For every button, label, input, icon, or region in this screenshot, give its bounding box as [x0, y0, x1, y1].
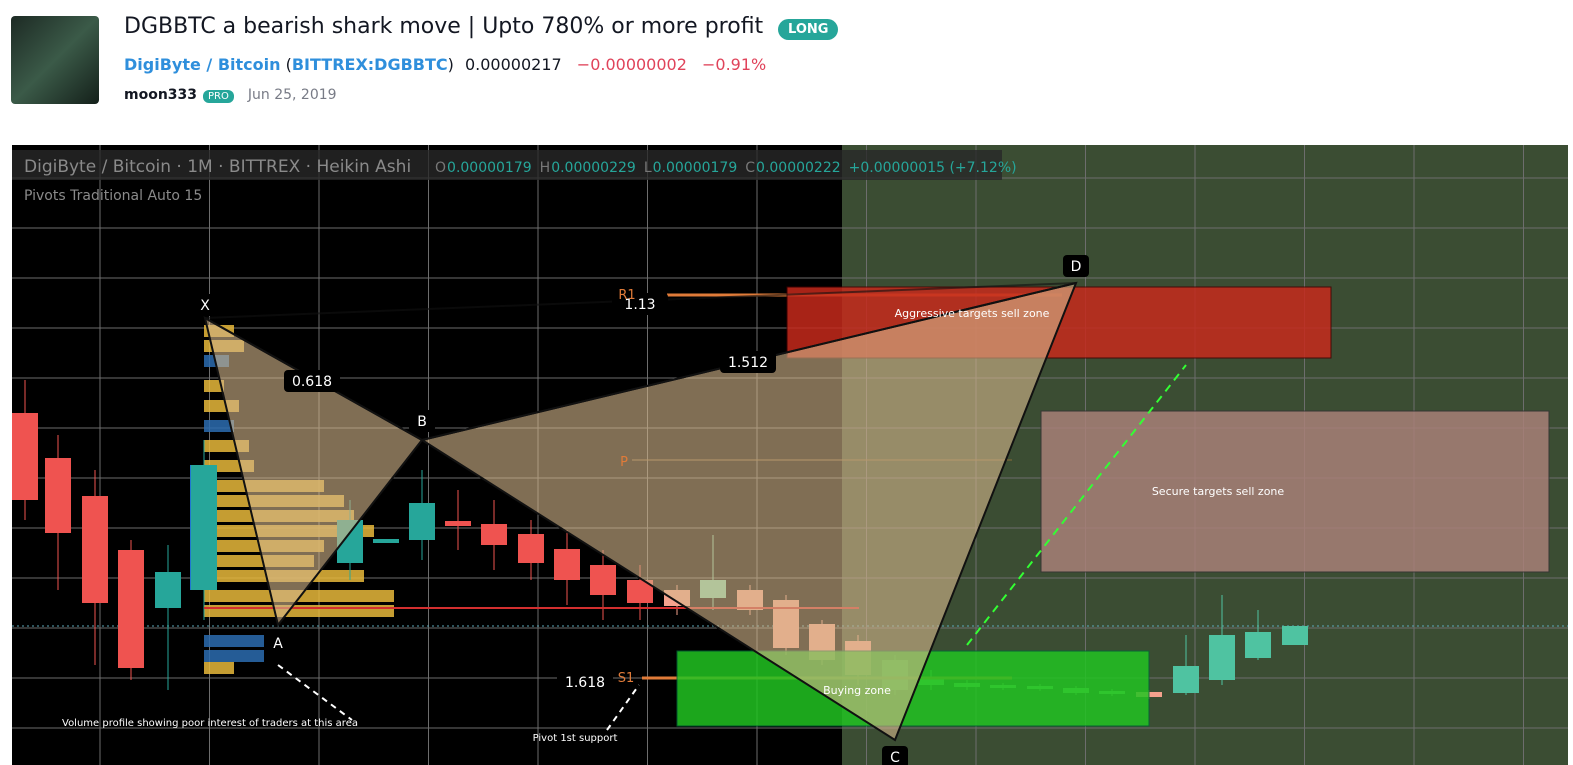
- candle-body: [118, 550, 144, 668]
- candle-body: [373, 539, 399, 543]
- point-label-box: [192, 294, 218, 316]
- point-label: A: [273, 636, 283, 652]
- chart: X A B C D 0.618 1.13 1.512 1.618 R1 P S1 Aggressive …: [12, 145, 1568, 765]
- point-label: B: [417, 414, 427, 430]
- ratio-label-box: [720, 351, 776, 373]
- volume-bar: [204, 635, 264, 647]
- point-label: C: [890, 750, 900, 765]
- point-label-box: [265, 632, 291, 654]
- ratio-label: 1.618: [565, 675, 605, 691]
- note: Volume profile showing poor interest of …: [62, 718, 358, 729]
- ohlc-key: C: [745, 160, 755, 176]
- zone-label: Aggressive targets sell zone: [895, 307, 1050, 320]
- indicator: Pivots Traditional Auto 15: [24, 188, 202, 204]
- note-arrow: [606, 684, 640, 731]
- candle-body: [554, 549, 580, 580]
- ratio-label-box: [284, 370, 340, 392]
- ohlc-key: O: [435, 160, 446, 176]
- date: Jun 25, 2019: [247, 87, 337, 103]
- ratio-label: 0.618: [292, 374, 332, 390]
- ratio-label: 1.512: [728, 355, 768, 371]
- ratio-label: 1.13: [624, 297, 655, 313]
- candle-body: [12, 413, 38, 500]
- legend-change: +0.00000015 (+7.12%): [849, 160, 1017, 176]
- candle-body: [445, 521, 471, 526]
- candle-body: [1245, 632, 1271, 658]
- ohlc-value: 0.00000179: [447, 160, 532, 176]
- price: 0.00000217: [464, 55, 562, 74]
- change: −0.00000002: [576, 55, 687, 74]
- author[interactable]: moon333: [124, 87, 198, 103]
- candle-body: [627, 580, 653, 603]
- candle-body: [45, 458, 71, 533]
- candle-body: [82, 496, 108, 603]
- candle-body: [191, 465, 217, 590]
- pivot-label: R1: [618, 288, 635, 303]
- avatar[interactable]: [11, 16, 99, 104]
- symbol-line: DigiByte / Bitcoin (BITTREX:DGBBTC) 0.00…: [124, 55, 766, 74]
- volume-bar: [204, 605, 394, 617]
- ohlc-value: 0.00000229: [551, 160, 636, 176]
- ohlc-key: L: [644, 160, 652, 176]
- volume-bar: [204, 662, 234, 674]
- candle-body: [1209, 635, 1235, 680]
- candle-body: [1173, 666, 1199, 693]
- point-label: D: [1071, 259, 1082, 275]
- exchange[interactable]: BITTREX:DGBBTC: [291, 55, 448, 74]
- ohlc-value: 0.00000222: [756, 160, 841, 176]
- zone-label: Secure targets sell zone: [1152, 485, 1285, 498]
- ohlc-value: 0.00000179: [653, 160, 738, 176]
- ratio-label-box: [557, 671, 613, 693]
- point-label-box: [1063, 255, 1089, 277]
- zone-secure: [1040, 410, 1550, 573]
- candle-body: [518, 534, 544, 563]
- projection-arrow: [966, 364, 1187, 646]
- pivot-label: S1: [618, 671, 635, 686]
- ohlc-key: H: [540, 160, 551, 176]
- point-label-box: [882, 746, 908, 765]
- pivot-label: P: [620, 455, 628, 470]
- long-badge: LONG: [778, 19, 839, 40]
- paren: ): [447, 55, 454, 74]
- note: Pivot 1st support: [533, 733, 618, 744]
- drawing-layer: X A B C D 0.618 1.13 1.512 1.618 R1 P S1 Aggressive …: [12, 145, 1568, 765]
- zone-label: Buying zone: [823, 684, 891, 697]
- candle-body: [1282, 626, 1308, 645]
- volume-bar: [204, 650, 264, 662]
- author-line: moon333 PRO Jun 25, 2019: [124, 87, 337, 103]
- candle-body: [155, 572, 181, 608]
- point-label-box: [409, 410, 435, 432]
- pro-badge: PRO: [203, 90, 234, 103]
- paren: (: [285, 55, 292, 74]
- ratio-label-box: [612, 293, 668, 315]
- candle-body: [409, 503, 435, 540]
- legend: DigiByte / Bitcoin · 1M · BITTREX · Heik…: [24, 157, 411, 177]
- legend-bg: [12, 150, 1002, 180]
- volume-bar: [204, 380, 224, 392]
- note-arrow: [277, 664, 353, 721]
- point-label: X: [200, 298, 210, 314]
- symbol-name[interactable]: DigiByte / Bitcoin: [124, 55, 281, 74]
- change-pct: −0.91%: [701, 55, 767, 74]
- candle-body: [590, 565, 616, 595]
- candle-body: [481, 524, 507, 545]
- idea-title: DGBBTC a bearish shark move | Upto 780% …: [124, 14, 764, 39]
- volume-bar: [204, 420, 234, 432]
